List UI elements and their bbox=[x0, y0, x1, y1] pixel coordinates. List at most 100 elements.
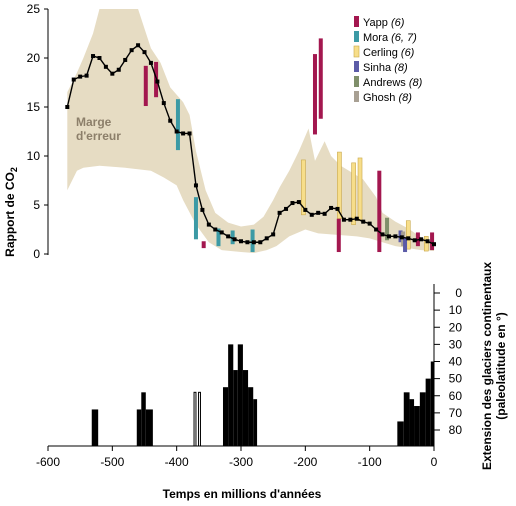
x-tick-label--300: -300 bbox=[229, 455, 253, 469]
x-tick-label--200: -200 bbox=[293, 455, 317, 469]
y-left-tick-label-10: 10 bbox=[27, 149, 41, 163]
legend-ref-yapp: (6) bbox=[391, 17, 405, 29]
co2-point-45 bbox=[354, 216, 359, 221]
co2-point-2 bbox=[78, 74, 83, 79]
co2-point-10 bbox=[129, 48, 134, 53]
legend-ref-cerling: (6) bbox=[401, 47, 415, 59]
legend: Yapp (6) Mora (6, 7) Cerling (6) Sinha (8) A… bbox=[353, 16, 423, 104]
glacier-bar-16 bbox=[414, 406, 420, 446]
co2-point-9 bbox=[123, 57, 128, 62]
co2-point-31 bbox=[264, 236, 269, 241]
co2-point-20 bbox=[193, 183, 198, 188]
glacier-bar-6 bbox=[222, 387, 229, 446]
proxy-bar-cerling-16 bbox=[405, 220, 411, 250]
y-right-tick-label-60: 60 bbox=[449, 389, 463, 403]
glacier-bar-4 bbox=[193, 391, 197, 447]
legend-ref-sinha: (8) bbox=[394, 62, 408, 74]
legend-swatch-sinha bbox=[354, 61, 359, 72]
y-right-tick-label-30: 30 bbox=[449, 337, 463, 351]
co2-point-16 bbox=[168, 118, 173, 123]
legend-name-ghosh: Ghosh bbox=[363, 92, 398, 104]
co2-point-39 bbox=[316, 210, 321, 215]
y-right-tick-label-80: 80 bbox=[449, 423, 463, 437]
co2-point-34 bbox=[284, 206, 289, 211]
co2-point-25 bbox=[226, 234, 231, 239]
glacier-bar-17 bbox=[419, 392, 426, 446]
co2-point-52 bbox=[399, 235, 404, 240]
legend-swatch-ghosh bbox=[354, 91, 359, 102]
legend-name-mora: Mora bbox=[363, 32, 391, 44]
legend-label-ghosh: Ghosh (8) bbox=[363, 92, 412, 104]
y-left-tick-label-20: 20 bbox=[27, 51, 41, 65]
glacier-bar-12 bbox=[253, 399, 258, 446]
x-tick-label--100: -100 bbox=[358, 455, 382, 469]
co2-point-56 bbox=[425, 239, 430, 244]
co2-point-48 bbox=[374, 227, 379, 232]
glacier-bar-8 bbox=[233, 370, 238, 446]
co2-point-46 bbox=[361, 219, 366, 224]
y-right-tick-label-50: 50 bbox=[449, 372, 463, 386]
proxy-bar-yapp-15 bbox=[377, 170, 382, 253]
y-left-tick-label-25: 25 bbox=[27, 2, 41, 16]
co2-point-28 bbox=[245, 240, 250, 245]
proxy-bar-mora-3 bbox=[193, 197, 198, 240]
legend-label-andrews: Andrews (8) bbox=[363, 77, 423, 89]
glacier-bar-2 bbox=[141, 392, 146, 446]
glacier-bar-0 bbox=[91, 409, 99, 446]
proxy-bar-cerling-14 bbox=[357, 157, 363, 221]
co2-point-11 bbox=[136, 43, 141, 48]
y-left-tick-label-5: 5 bbox=[33, 198, 40, 212]
y-axis-right-title-line2: (paleolatitude en °) bbox=[494, 312, 508, 419]
co2-point-17 bbox=[174, 129, 179, 134]
co2-point-53 bbox=[406, 236, 411, 241]
x-tick-label--600: -600 bbox=[36, 455, 60, 469]
co2-point-32 bbox=[271, 232, 276, 237]
x-axis-title: Temps en millions d'années bbox=[163, 487, 322, 501]
y-axis-left-title-sub: 2 bbox=[9, 167, 19, 172]
glacier-bar-14 bbox=[403, 392, 410, 446]
y-axis-right-title-line1: Extension des glaciers continentaux bbox=[480, 262, 494, 470]
proxy-bar-mora-5 bbox=[216, 228, 221, 247]
glacier-bar-5 bbox=[198, 391, 201, 447]
error-band-label-line2: d'erreur bbox=[76, 129, 121, 143]
co2-point-18 bbox=[181, 131, 186, 136]
proxy-bar-yapp-9 bbox=[318, 38, 323, 119]
legend-label-cerling: Cerling (6) bbox=[363, 47, 415, 59]
glacier-bar-10 bbox=[242, 370, 249, 446]
y-right-tick-label-70: 70 bbox=[449, 406, 463, 420]
co2-point-50 bbox=[386, 234, 391, 239]
proxy-bar-cerling-22 bbox=[423, 236, 429, 252]
glacier-bar-7 bbox=[228, 344, 234, 446]
proxy-bar-cerling-13 bbox=[351, 162, 356, 225]
co2-point-44 bbox=[348, 217, 353, 222]
legend-label-mora: Mora (6, 7) bbox=[363, 32, 417, 44]
glacier-bar-13 bbox=[397, 421, 404, 446]
proxy-bar-yapp-4 bbox=[201, 241, 206, 249]
proxy-bar-yapp-8 bbox=[312, 54, 317, 135]
error-band bbox=[67, 9, 435, 254]
proxy-bar-andrews-17 bbox=[385, 217, 390, 241]
co2-point-57 bbox=[432, 242, 436, 247]
co2-point-49 bbox=[380, 232, 385, 237]
co2-point-6 bbox=[103, 64, 108, 69]
legend-label-sinha: Sinha (8) bbox=[363, 62, 408, 74]
glacier-bar-18 bbox=[425, 378, 431, 446]
co2-point-14 bbox=[155, 79, 160, 84]
legend-swatch-cerling bbox=[353, 45, 360, 58]
co2-point-0 bbox=[65, 105, 70, 109]
co2-point-21 bbox=[200, 207, 205, 212]
co2-point-35 bbox=[290, 201, 295, 206]
co2-point-30 bbox=[258, 240, 263, 245]
co2-point-40 bbox=[322, 211, 327, 216]
legend-label-yapp: Yapp (6) bbox=[363, 17, 405, 29]
co2-point-26 bbox=[232, 237, 237, 242]
x-tick-label--400: -400 bbox=[165, 455, 189, 469]
proxy-bar-cerling-10 bbox=[301, 159, 306, 216]
error-band-layer bbox=[67, 9, 435, 254]
glacier-bar-11 bbox=[248, 387, 254, 446]
co2-point-3 bbox=[84, 73, 89, 78]
y-right-tick-label-40: 40 bbox=[449, 355, 463, 369]
legend-name-andrews: Andrews bbox=[363, 77, 409, 89]
co2-point-54 bbox=[412, 238, 417, 243]
co2-point-8 bbox=[116, 67, 121, 72]
